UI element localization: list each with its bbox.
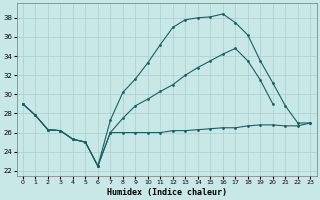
- X-axis label: Humidex (Indice chaleur): Humidex (Indice chaleur): [107, 188, 227, 197]
